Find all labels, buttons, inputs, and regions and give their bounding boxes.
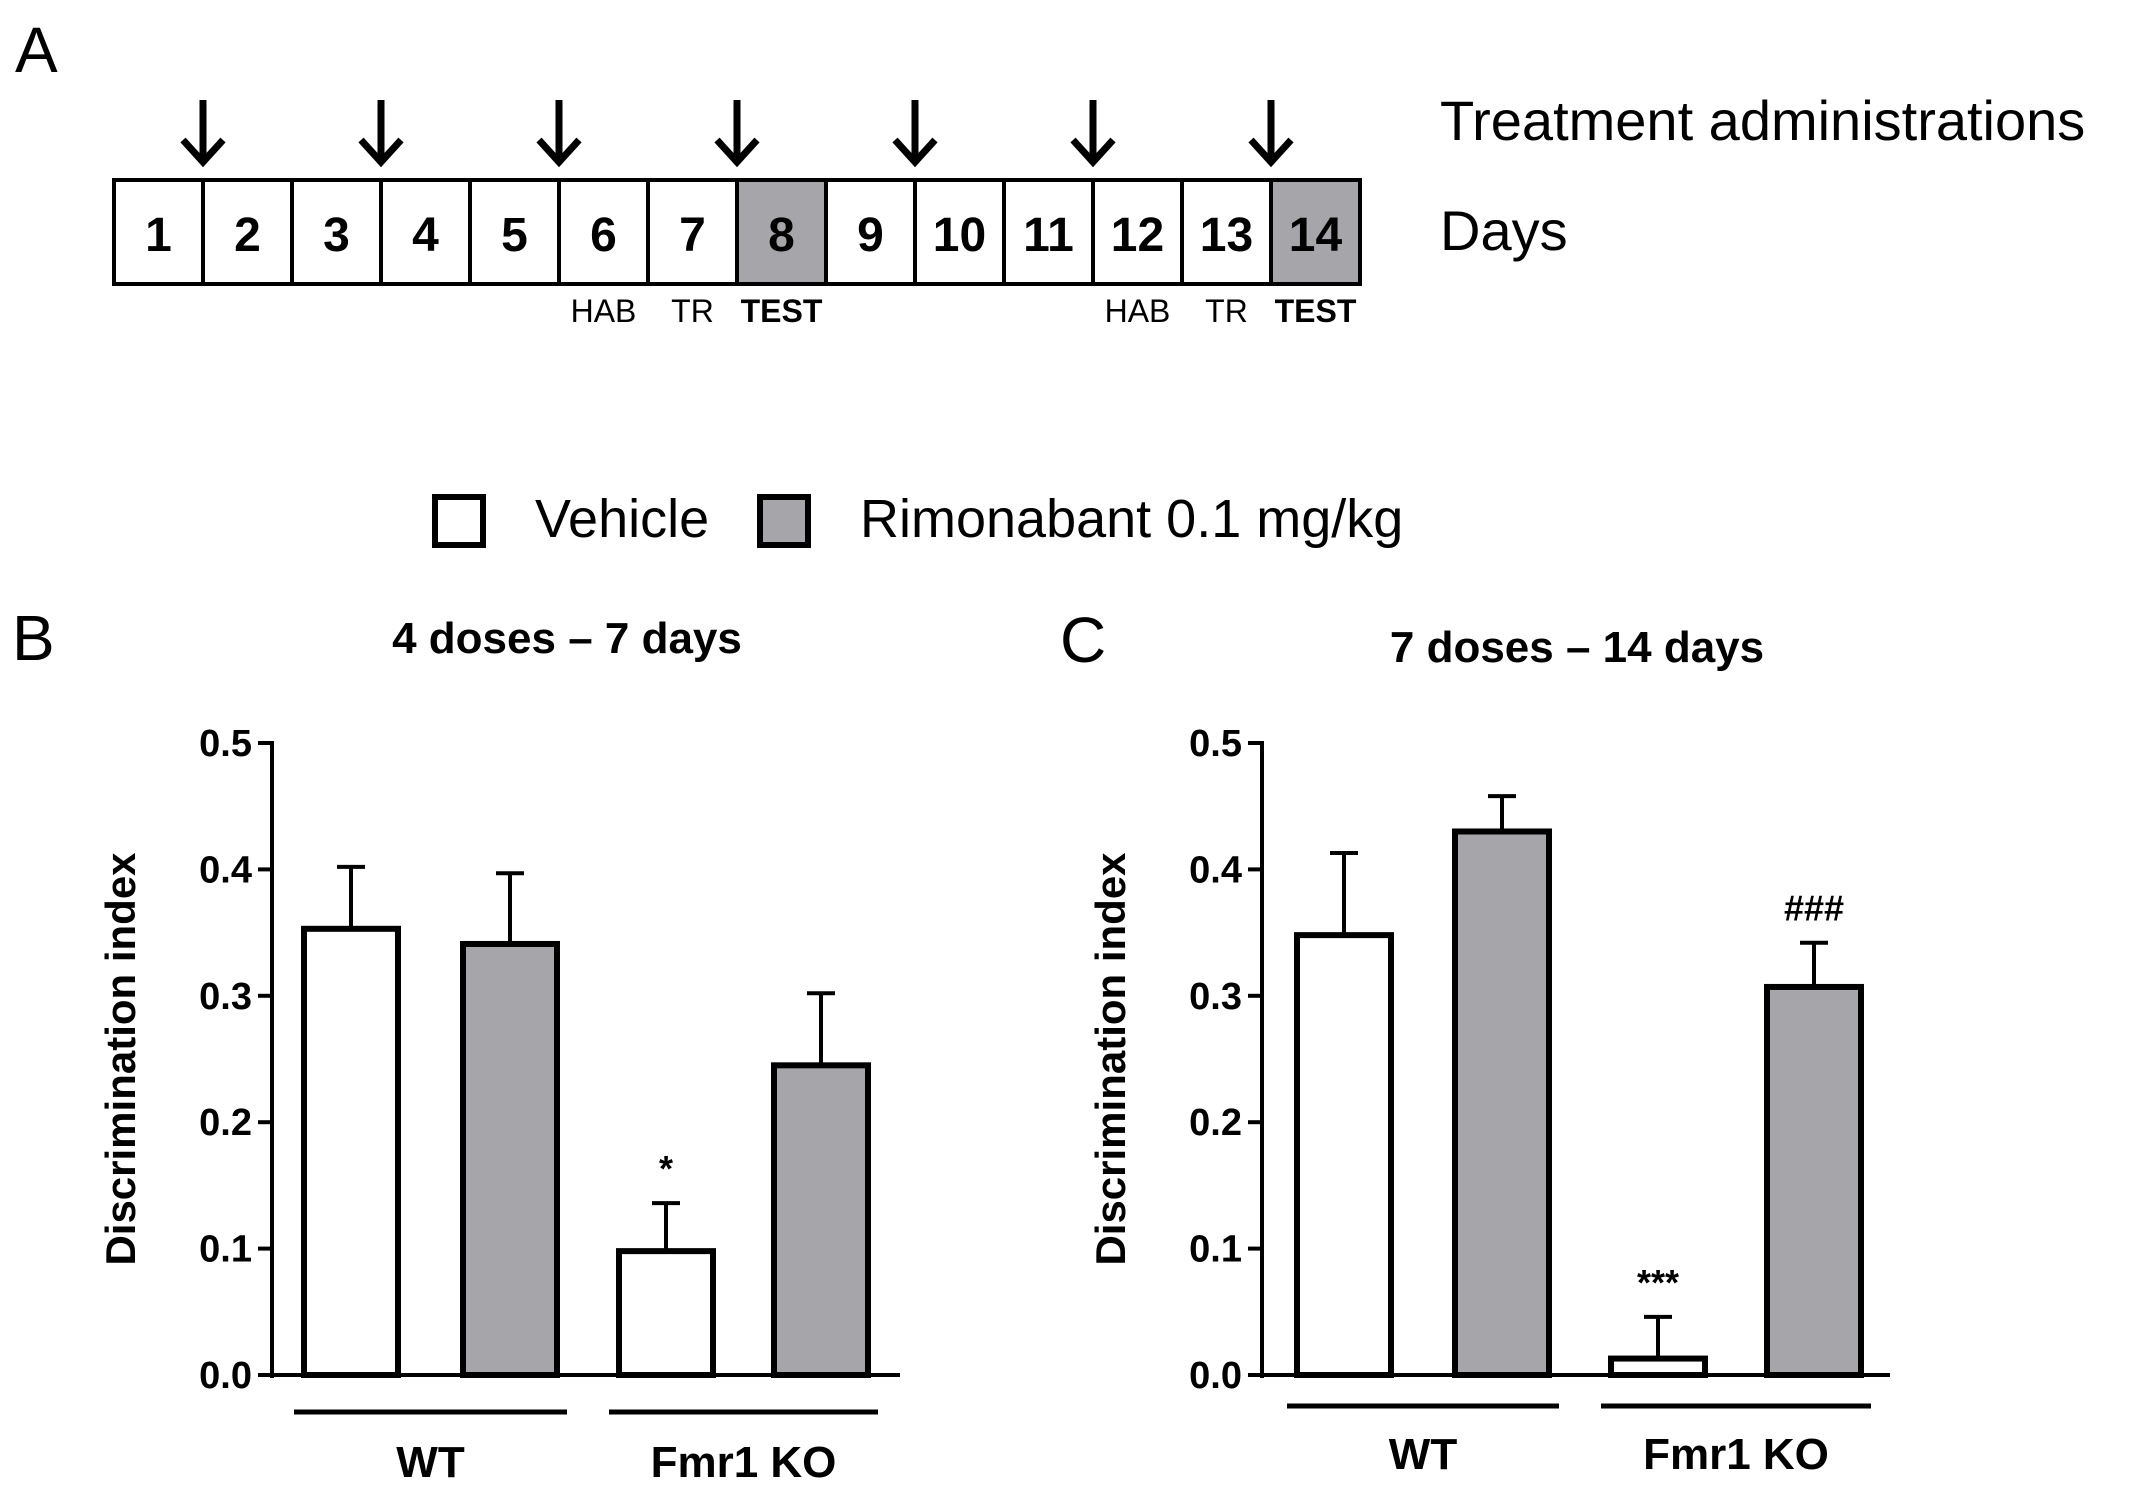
arrow-down-icon	[1248, 100, 1294, 168]
y-axis-label: Discrimination index	[1087, 852, 1134, 1266]
significance-annotation: *	[659, 1148, 673, 1189]
bar	[301, 925, 401, 1378]
bar	[1452, 828, 1552, 1378]
bar	[1608, 1355, 1708, 1378]
panel-label-c: C	[1060, 604, 1106, 676]
phase-label: TEST	[1275, 293, 1357, 329]
bar	[1764, 983, 1864, 1379]
panel-label-a: A	[15, 14, 58, 86]
day-number: 13	[1200, 209, 1253, 262]
arrow-down-icon	[1070, 100, 1116, 168]
arrow-down-icon	[180, 100, 226, 168]
chart-b: 0.0 0.1 0.2 0.3 0.4 0.5 Discrimination index WT…	[97, 723, 900, 1487]
y-tick-label: 0.1	[1189, 1229, 1242, 1271]
legend: Vehicle Rimonabant 0.1 mg/kg	[432, 489, 1403, 549]
bar	[616, 1248, 716, 1379]
legend-swatch-rimonabant	[757, 494, 811, 548]
day-number: 6	[590, 209, 617, 262]
arrow-down-icon	[358, 100, 404, 168]
chart-b-title: 4 doses – 7 days	[392, 614, 742, 663]
day-number: 1	[145, 209, 172, 262]
y-tick-label: 0.0	[1189, 1355, 1242, 1397]
day-number: 8	[768, 209, 795, 262]
day-cell	[913, 178, 1006, 286]
phase-label: TEST	[741, 293, 823, 329]
chart-c: 0.0 0.1 0.2 0.3 0.4 0.5 Discrimination index WT…	[1087, 723, 1890, 1479]
day-number: 5	[501, 209, 528, 262]
day-number: 2	[234, 209, 261, 262]
phase-label: HAB	[571, 293, 637, 329]
bar	[1294, 932, 1394, 1378]
group-label: WT	[396, 1438, 465, 1487]
day-cell	[201, 178, 294, 286]
day-number: 9	[857, 209, 884, 262]
chart-c-title: 7 doses – 14 days	[1390, 623, 1764, 672]
day-number: 14	[1289, 209, 1343, 262]
y-tick-label: 0.2	[1189, 1102, 1242, 1144]
phase-label: HAB	[1105, 293, 1171, 329]
y-tick-label: 0.5	[199, 723, 252, 765]
day-cell	[646, 178, 739, 286]
phase-label: TR	[671, 293, 714, 329]
day-cell	[468, 178, 561, 286]
y-tick-label: 0.3	[1189, 976, 1242, 1018]
day-cell	[290, 178, 383, 286]
day-cell	[1269, 178, 1362, 286]
day-cell	[824, 178, 917, 286]
y-tick-label: 0.4	[199, 849, 252, 891]
bar	[771, 1062, 871, 1378]
arrow-down-icon	[536, 100, 582, 168]
bar	[460, 940, 560, 1378]
day-number: 10	[933, 209, 986, 262]
day-number: 4	[412, 209, 439, 262]
arrow-down-icon	[714, 100, 760, 168]
day-cell	[112, 178, 205, 286]
days-label: Days	[1440, 199, 1568, 262]
legend-label-vehicle: Vehicle	[535, 489, 709, 549]
day-cell	[1180, 178, 1273, 286]
significance-annotation: ###	[1784, 888, 1844, 929]
day-number: 12	[1111, 209, 1164, 262]
day-cell	[557, 178, 650, 286]
day-cell	[735, 178, 828, 286]
group-label: Fmr1 KO	[651, 1438, 837, 1487]
y-tick-label: 0.2	[199, 1102, 252, 1144]
group-label: Fmr1 KO	[1643, 1430, 1829, 1479]
legend-label-rimonabant: Rimonabant 0.1 mg/kg	[860, 489, 1403, 549]
day-number: 11	[1023, 209, 1074, 262]
y-axis-label: Discrimination index	[97, 852, 144, 1266]
day-number: 3	[323, 209, 350, 262]
arrow-down-icon	[892, 100, 938, 168]
panel-label-b: B	[12, 602, 55, 674]
y-tick-label: 0.3	[199, 976, 252, 1018]
significance-annotation: ***	[1637, 1262, 1679, 1303]
day-cell	[1091, 178, 1184, 286]
y-tick-label: 0.5	[1189, 723, 1242, 765]
treatment-label: Treatment administrations	[1440, 89, 2085, 152]
day-number: 7	[679, 209, 706, 262]
legend-swatch-vehicle	[432, 494, 486, 548]
group-label: WT	[1389, 1430, 1458, 1479]
phase-label: TR	[1205, 293, 1248, 329]
y-tick-label: 0.1	[199, 1229, 252, 1271]
y-tick-label: 0.0	[199, 1355, 252, 1397]
y-tick-label: 0.4	[1189, 849, 1242, 891]
